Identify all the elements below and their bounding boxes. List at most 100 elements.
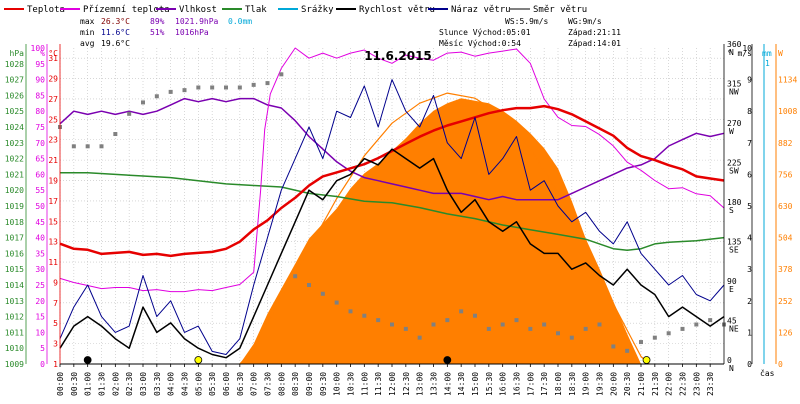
wind-direction-point (639, 340, 643, 345)
pressure-tick-label: 1022 (5, 155, 24, 164)
humidity-tick-label: 25 (35, 281, 45, 290)
wind-direction-point (611, 344, 616, 349)
humidity-tick-label: 65 (35, 155, 45, 164)
humidity-tick-label: 90 (35, 76, 45, 85)
humidity-tick-label: 0 (40, 360, 45, 369)
chart-title: 11.6.2015 (364, 49, 432, 63)
stat-wg: WG:9m/s (568, 17, 602, 26)
wind-direction-point (362, 313, 367, 318)
series-humidity (59, 97, 725, 201)
solar-tick-label: 504 (778, 234, 793, 243)
wind-direction-point (486, 326, 491, 331)
wind-speed-tick-label: 0 (747, 360, 752, 369)
humidity-tick-label: 45 (35, 218, 45, 227)
humidity-tick-label: 80 (35, 107, 45, 116)
wind-direction-point (473, 313, 477, 318)
legend-label: Rychlost větru (359, 5, 435, 15)
temperature-tick-label: 25 (48, 115, 58, 124)
x-tick-label: 14:30 (457, 372, 466, 396)
x-tick-label: 09:30 (319, 372, 328, 396)
wind-direction-tick-dir: E (729, 285, 734, 294)
stat-max-press: 1021.9hPa (175, 17, 219, 26)
wind-direction-point (680, 326, 685, 331)
temperature-tick-label: 27 (48, 95, 58, 104)
humidity-tick-label: 10 (35, 328, 45, 337)
wind-direction-point (597, 322, 602, 327)
x-tick-label: 09:00 (305, 372, 314, 396)
stat-min-temp: 11.6°C (101, 28, 130, 37)
humidity-tick-label: 60 (35, 170, 45, 179)
stat-avg-temp: 19.6°C (101, 39, 130, 48)
x-tick-label: 15:00 (471, 372, 480, 396)
marker-sunrise (194, 356, 203, 364)
x-tick-label: 03:00 (139, 372, 148, 396)
wind-direction-tick-label: 315 (727, 80, 742, 89)
x-tick-label: 21:00 (637, 372, 646, 396)
pressure-tick-label: 1010 (5, 344, 24, 353)
legend-label: Teplota (27, 5, 65, 15)
marker-moonrise (83, 356, 92, 364)
wind-direction-point (85, 144, 90, 149)
temperature-tick-label: 11 (48, 258, 58, 267)
wind-direction-point (542, 322, 547, 327)
legend-label: Tlak (245, 5, 267, 15)
x-tick-label: 20:30 (623, 372, 632, 396)
wind-direction-point (237, 85, 242, 90)
wind-speed-tick-label: 7 (747, 139, 752, 148)
temperature-tick-label: 29 (48, 75, 58, 84)
pressure-tick-label: 1024 (5, 123, 24, 132)
humidity-tick-label: 70 (35, 139, 45, 148)
humidity-tick-label: 15 (35, 313, 45, 322)
x-tick-label: 17:00 (526, 372, 535, 396)
temperature-tick-label: 21 (48, 156, 58, 165)
wind-direction-tick-dir: S (729, 206, 734, 215)
wind-direction-point (666, 331, 671, 336)
pressure-tick-label: 1026 (5, 91, 24, 100)
legend-label: Vlhkost (179, 5, 217, 15)
solar-tick-label: 882 (778, 139, 793, 148)
wind-speed-axis-unit: m/s (738, 49, 753, 58)
wind-direction-tick-dir: SW (729, 167, 739, 176)
humidity-tick-label: 85 (35, 91, 45, 100)
solar-tick-label: 378 (778, 265, 793, 274)
x-tick-label: 22:30 (679, 372, 688, 396)
x-tick-label: 00:00 (56, 372, 65, 396)
temperature-axis-unit: °C (48, 49, 58, 58)
legend: Teplota Přízemní teplota Vlhkost Tlak Srážky… (4, 5, 587, 15)
pressure-axis-unit: hPa (10, 49, 25, 58)
axes: 00:00 00:30 01:00 01:30 02:00 02:30 03:00 03:30… (5, 40, 798, 396)
temperature-tick-label: 5 (53, 319, 58, 328)
wind-direction-point (625, 348, 630, 353)
series-pressure (60, 172, 725, 251)
wind-speed-tick-label: 1 (747, 328, 752, 337)
wind-direction-point (403, 326, 408, 331)
wind-direction-tick-label: 135 (727, 238, 742, 247)
x-tick-label: 11:00 (360, 372, 369, 396)
wind-direction-tick-label: 270 (727, 119, 742, 128)
wind-direction-point (210, 85, 215, 90)
stat-ws: WS:5.9m/s (505, 17, 549, 26)
x-tick-label: 05:00 (194, 372, 203, 396)
wind-direction-point (320, 291, 325, 296)
humidity-tick-label: 50 (35, 202, 45, 211)
wind-direction-point (417, 335, 422, 340)
x-tick-label: 13:00 (416, 372, 425, 396)
pressure-tick-label: 1016 (5, 249, 24, 258)
pressure-tick-label: 1011 (5, 328, 24, 337)
x-tick-label: 00:30 (70, 372, 79, 396)
wind-direction-point (224, 85, 228, 90)
x-tick-label: 06:00 (222, 372, 231, 396)
wind-speed-tick-label: 10 (742, 44, 752, 53)
x-tick-label: 04:30 (181, 372, 190, 396)
x-tick-label: 11:30 (374, 372, 383, 396)
x-tick-label: 07:00 (250, 372, 259, 396)
temperature-tick-label: 9 (53, 278, 58, 287)
solar-tick-label: 1008 (778, 107, 797, 116)
series-moon-curve (239, 92, 650, 365)
humidity-tick-label: 30 (35, 265, 45, 274)
x-tick-label: 07:30 (264, 372, 273, 396)
pressure-tick-label: 1027 (5, 76, 24, 85)
wind-direction-point (445, 318, 450, 323)
